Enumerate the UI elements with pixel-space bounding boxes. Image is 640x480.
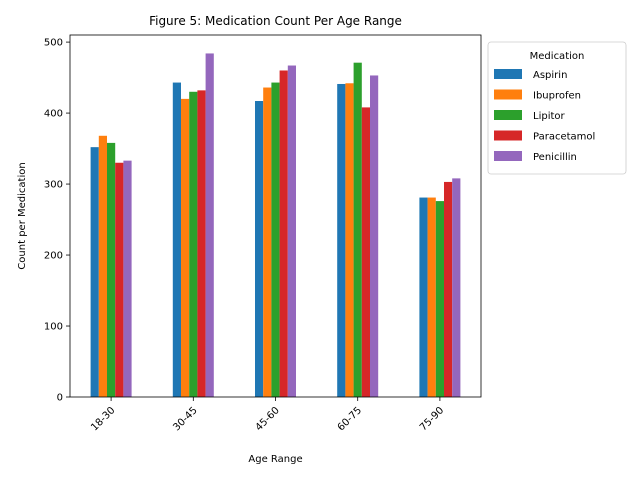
- bar-paracetamol-75-90: [444, 181, 453, 397]
- x-axis: 18-30 30-45 45-60 60-75 75-90: [89, 397, 446, 433]
- bar-aspirin-45-60: [255, 101, 264, 397]
- bar-lipitor-60-75: [353, 62, 362, 398]
- y-tick-label: 400: [44, 109, 63, 120]
- legend-swatch-aspirin: [494, 69, 522, 79]
- legend-label-penicillin: Penicillin: [533, 152, 577, 163]
- x-tick-label: 75-90: [418, 405, 446, 433]
- bar-aspirin-30-45: [172, 82, 181, 397]
- y-tick-label: 200: [44, 251, 63, 262]
- bar-penicillin-30-45: [205, 53, 214, 397]
- bar-ibuprofen-18-30: [98, 135, 107, 398]
- bar-aspirin-60-75: [337, 83, 346, 397]
- x-tick-label: 45-60: [254, 405, 282, 433]
- legend-swatch-penicillin: [494, 151, 522, 161]
- legend-label-lipitor: Lipitor: [533, 111, 566, 122]
- bar-lipitor-45-60: [271, 82, 280, 397]
- legend: Medication Aspirin Ibuprofen Lipitor Parace…: [487, 41, 627, 175]
- y-tick-label: 500: [44, 38, 63, 49]
- bar-aspirin-18-30: [90, 147, 99, 397]
- bars-group: [90, 53, 461, 398]
- bar-ibuprofen-45-60: [263, 87, 272, 397]
- legend-swatch-ibuprofen: [494, 89, 522, 100]
- bar-penicillin-45-60: [287, 65, 296, 398]
- bar-paracetamol-45-60: [279, 70, 288, 398]
- bar-ibuprofen-60-75: [345, 83, 354, 398]
- plot-frame: [69, 34, 482, 398]
- legend-label-aspirin: Aspirin: [533, 70, 567, 81]
- bar-lipitor-30-45: [189, 91, 198, 397]
- bar-penicillin-18-30: [123, 160, 132, 397]
- bar-lipitor-75-90: [435, 201, 444, 397]
- bar-paracetamol-60-75: [361, 107, 370, 398]
- x-tick-label: 60-75: [336, 405, 364, 433]
- bar-penicillin-75-90: [452, 178, 461, 397]
- legend-label-paracetamol: Paracetamol: [533, 132, 595, 143]
- y-tick-label: 100: [44, 322, 63, 333]
- legend-swatch-paracetamol: [494, 130, 522, 141]
- x-tick-label: 18-30: [89, 405, 117, 433]
- y-tick-label: 0: [57, 393, 63, 404]
- legend-frame: [487, 41, 627, 175]
- legend-title: Medication: [530, 51, 585, 62]
- x-axis-label: Age Range: [248, 454, 302, 465]
- bar-penicillin-60-75: [370, 75, 379, 398]
- legend-swatch-lipitor: [494, 110, 522, 120]
- y-tick-label: 300: [44, 180, 63, 191]
- bar-aspirin-75-90: [419, 197, 428, 397]
- x-tick-label: 30-45: [171, 405, 199, 433]
- bar-lipitor-18-30: [107, 142, 116, 397]
- legend-label-ibuprofen: Ibuprofen: [533, 91, 581, 102]
- bar-ibuprofen-75-90: [427, 197, 436, 397]
- y-axis: 0 100 200 300 400 500: [44, 38, 70, 404]
- bar-ibuprofen-30-45: [181, 98, 190, 397]
- bar-paracetamol-30-45: [197, 90, 206, 398]
- bar-paracetamol-18-30: [115, 162, 124, 397]
- chart-title: Figure 5: Medication Count Per Age Range: [149, 14, 402, 28]
- y-axis-label: Count per Medication: [17, 162, 28, 269]
